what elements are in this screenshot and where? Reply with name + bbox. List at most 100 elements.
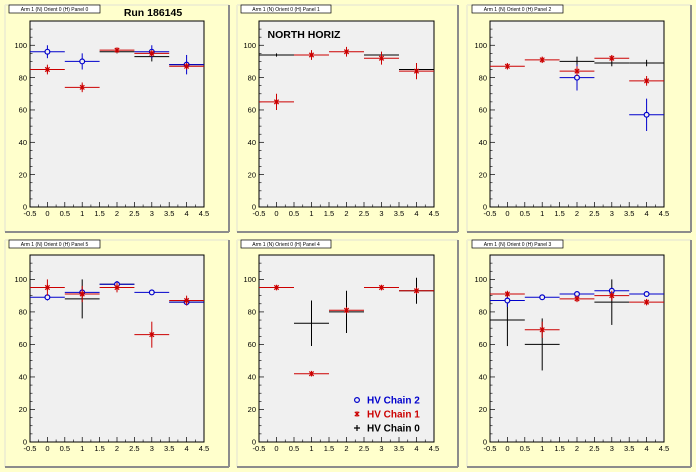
panel-title-box (471, 239, 564, 249)
data-point (629, 98, 664, 131)
y-tick-label: 0 (23, 203, 27, 212)
data-point (629, 298, 664, 306)
star-marker (308, 52, 315, 58)
x-tick-label: 3 (150, 444, 154, 453)
data-point (259, 284, 294, 291)
star-marker (609, 55, 615, 61)
y-tick-label: 0 (252, 438, 256, 447)
x-tick-label: 0.5 (520, 209, 530, 218)
panel-title-box (471, 4, 564, 14)
x-tick-label: 3.5 (624, 209, 634, 218)
x-tick-label: 1 (80, 209, 84, 218)
star-marker (504, 63, 511, 70)
data-point (559, 295, 595, 303)
data-point (294, 370, 329, 377)
data-point (594, 290, 630, 301)
data-point (329, 46, 364, 57)
star-marker (643, 299, 650, 305)
data-point (134, 321, 170, 348)
x-tick-label: 2 (115, 209, 119, 218)
data-point (594, 54, 630, 62)
circle-marker (504, 297, 511, 304)
x-tick-label: -0.5 (484, 444, 497, 453)
y-tick-label: 20 (19, 405, 27, 414)
star-marker (149, 331, 155, 338)
data-point (559, 66, 595, 76)
x-tick-label: 0.5 (289, 209, 299, 218)
x-tick-label: 4.5 (199, 209, 209, 218)
y-tick-label: 60 (19, 106, 27, 115)
circle-marker (44, 48, 51, 55)
star-marker (378, 55, 385, 61)
chart-panel-4: Arm 1 (N) Orient 0 (H) Panel 4-0.5 0 0.5 1 1… (236, 239, 459, 468)
star-marker (183, 297, 190, 304)
star-marker (183, 63, 190, 70)
y-tick-label: 100 (14, 41, 27, 50)
x-tick-label: 3.5 (164, 444, 174, 453)
x-tick-label: -0.5 (253, 209, 266, 218)
y-tick-label: 100 (243, 41, 256, 50)
circle-marker (539, 294, 546, 301)
x-tick-label: 2.5 (129, 444, 139, 453)
star-marker (378, 284, 385, 291)
data-point (64, 82, 100, 93)
x-tick-label: 2 (344, 444, 348, 453)
chart-panel-0: Arm 1 (N) Orient 0 (H) Panel 0-0.5 0 0.5 1 1… (4, 4, 230, 233)
x-tick-label: 4.5 (429, 209, 439, 218)
x-tick-label: 1 (540, 444, 544, 453)
x-tick-label: 0 (45, 444, 49, 453)
y-tick-label: 40 (19, 138, 27, 147)
y-tick-label: 60 (248, 106, 256, 115)
x-tick-label: 1.5 (94, 209, 104, 218)
data-point (329, 307, 364, 314)
star-marker (609, 292, 615, 299)
data-point (30, 45, 65, 59)
star-marker (79, 291, 85, 297)
panel-title-box (240, 239, 332, 249)
star-marker (44, 66, 51, 73)
y-tick-label: 0 (23, 438, 27, 447)
data-point (294, 50, 329, 60)
panel-title: Arm 1 (N) Orient 0 (H) Panel 2 (484, 7, 552, 13)
legend-cross-marker (354, 425, 360, 431)
x-tick-label: 3 (610, 444, 614, 453)
chart-panel-3: Arm 1 (N) Orient 0 (H) Panel 5-0.5 0 0.5 1 1… (4, 239, 230, 468)
plot-frame (489, 20, 665, 208)
y-tick-label: 80 (248, 308, 256, 317)
x-tick-label: -0.5 (24, 209, 37, 218)
data-point (99, 47, 135, 53)
star-marker (539, 57, 545, 63)
data-point (99, 282, 135, 293)
panel-title-box (8, 4, 101, 14)
data-point (629, 291, 664, 298)
x-tick-label: 4 (185, 444, 189, 453)
y-tick-label: 100 (243, 275, 256, 284)
y-tick-label: 100 (14, 275, 27, 284)
y-tick-label: 40 (479, 138, 487, 147)
x-tick-label: 1 (309, 209, 313, 218)
y-tick-label: 0 (483, 438, 487, 447)
panel-title: Arm 1 (N) Orient 0 (H) Panel 1 (252, 7, 320, 13)
x-tick-label: 3.5 (624, 444, 634, 453)
panel-title-box (240, 4, 332, 14)
data-point (490, 290, 525, 298)
panel-title: Arm 1 (N) Orient 0 (H) Panel 4 (252, 242, 320, 248)
star-marker (149, 50, 155, 57)
y-tick-label: 100 (474, 41, 487, 50)
x-tick-label: 0 (274, 444, 278, 453)
star-marker (574, 68, 580, 74)
circle-marker (79, 58, 86, 65)
star-marker (643, 78, 650, 84)
x-tick-label: 1 (540, 209, 544, 218)
x-tick-label: 4.5 (199, 444, 209, 453)
data-point (524, 321, 560, 338)
x-tick-label: 0 (505, 444, 509, 453)
star-marker (504, 291, 511, 297)
star-marker (413, 287, 420, 294)
y-tick-label: 0 (483, 203, 487, 212)
star-marker (273, 99, 280, 105)
x-tick-label: 4 (414, 444, 418, 453)
data-point (30, 279, 65, 296)
data-point (169, 63, 204, 70)
y-tick-label: 80 (19, 73, 27, 82)
